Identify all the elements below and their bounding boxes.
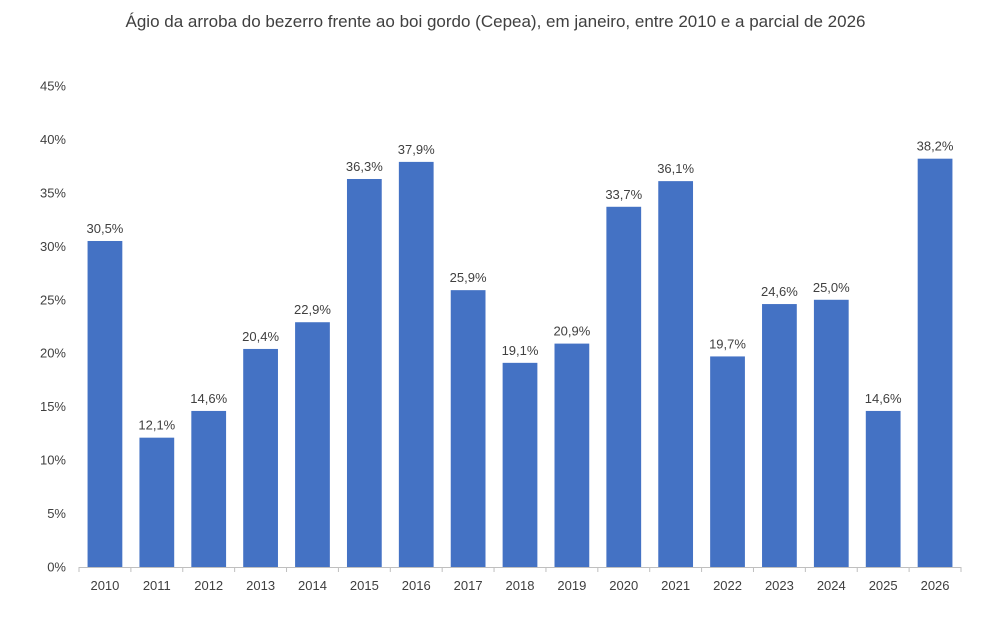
- x-tick-label: 2011: [143, 578, 171, 593]
- data-label: 14,6%: [865, 391, 902, 406]
- y-tick-label: 15%: [40, 399, 66, 414]
- y-axis: 0% 5% 10% 15% 20% 25% 30% 35% 40% 45%: [40, 79, 66, 575]
- x-axis: 2010 2011 2012 2013 2014 2015 2016 2017 2018 2019…: [78, 567, 962, 593]
- x-tick-label: 2019: [557, 578, 586, 593]
- data-label: 36,3%: [346, 159, 383, 174]
- data-label: 20,4%: [242, 329, 279, 344]
- data-label: 38,2%: [917, 139, 954, 154]
- y-tick-label: 45%: [40, 79, 66, 94]
- data-label: 12,1%: [138, 418, 175, 433]
- data-label: 33,7%: [605, 187, 642, 202]
- data-label: 30,5%: [87, 221, 124, 236]
- x-tick-label: 2015: [350, 578, 379, 593]
- y-tick-label: 0%: [47, 560, 66, 575]
- bar: [606, 206, 642, 568]
- bar: [813, 299, 849, 567]
- x-tick-label: 2025: [869, 578, 898, 593]
- y-tick-label: 25%: [40, 292, 66, 307]
- x-tick-label: 2016: [402, 578, 431, 593]
- bar: [87, 240, 123, 567]
- x-tick-label: 2023: [765, 578, 794, 593]
- bar: [658, 181, 694, 567]
- x-tick-label: 2022: [713, 578, 742, 593]
- x-tick-label: 2010: [90, 578, 119, 593]
- data-label: 25,9%: [450, 270, 487, 285]
- bar: [917, 158, 953, 567]
- data-label: 24,6%: [761, 284, 798, 299]
- y-tick-label: 30%: [40, 239, 66, 254]
- bar: [450, 290, 486, 567]
- y-tick-label: 10%: [40, 453, 66, 468]
- y-tick-label: 40%: [40, 132, 66, 147]
- bar: [762, 304, 797, 567]
- bar: [710, 356, 745, 567]
- data-label: 25,0%: [813, 280, 850, 295]
- data-label: 19,7%: [709, 336, 746, 351]
- x-tick-label: 2020: [609, 578, 638, 593]
- x-tick-label: 2012: [194, 578, 223, 593]
- bar: [139, 437, 175, 567]
- data-label: 14,6%: [190, 391, 227, 406]
- bar: [295, 322, 330, 567]
- chart-title: Ágio da arroba do bezerro frente ao boi …: [125, 12, 866, 31]
- bar: [398, 161, 434, 567]
- data-label: 37,9%: [398, 142, 435, 157]
- data-label: 36,1%: [657, 161, 694, 176]
- data-label: 20,9%: [553, 324, 590, 339]
- bar: [243, 348, 278, 567]
- bar: [191, 410, 227, 567]
- data-label: 19,1%: [502, 343, 539, 358]
- y-tick-label: 20%: [40, 346, 66, 361]
- bar: [502, 362, 538, 567]
- x-tick-label: 2017: [454, 578, 483, 593]
- bars: 30,5% 12,1% 14,6% 20,4% 22,9% 36,3% 37,9% 25,9%…: [87, 139, 954, 568]
- x-tick-label: 2013: [246, 578, 275, 593]
- bar: [865, 410, 901, 567]
- x-tick-label: 2014: [298, 578, 327, 593]
- x-tick-label: 2018: [506, 578, 535, 593]
- bar: [346, 178, 382, 567]
- x-tick-label: 2021: [661, 578, 690, 593]
- data-label: 22,9%: [294, 302, 331, 317]
- y-tick-label: 35%: [40, 185, 66, 200]
- y-tick-label: 5%: [47, 506, 66, 521]
- x-tick-label: 2024: [817, 578, 846, 593]
- bar: [554, 343, 590, 567]
- x-tick-label: 2026: [921, 578, 950, 593]
